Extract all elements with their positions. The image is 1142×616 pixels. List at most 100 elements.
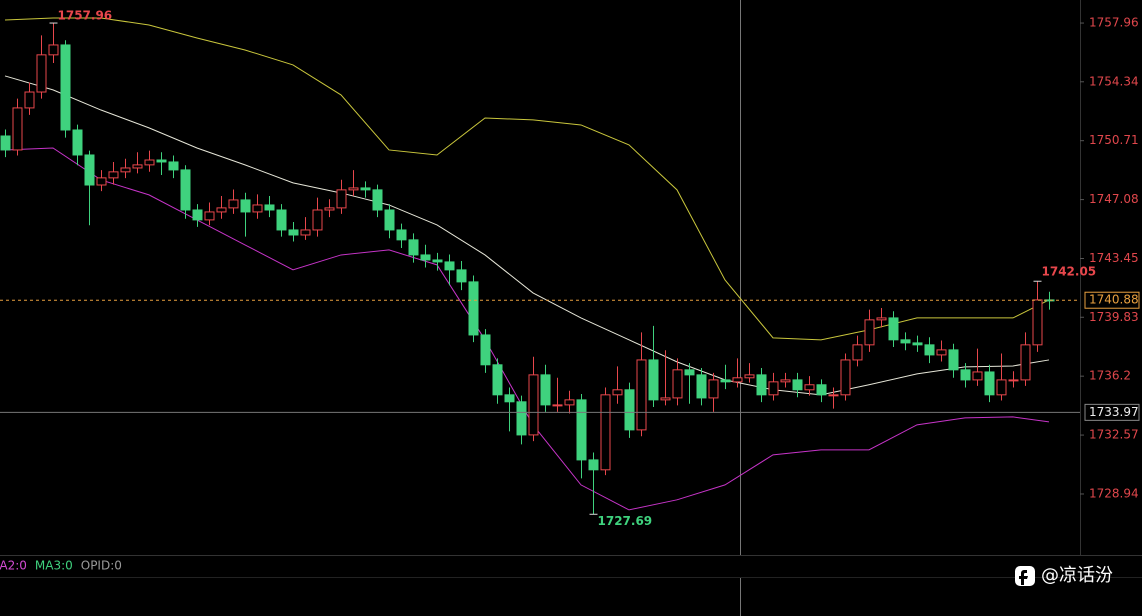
candle-body (60, 44, 71, 131)
y-tick-label: 1757.96 (1089, 16, 1139, 30)
candle-body (204, 211, 215, 221)
candle-body (120, 167, 131, 173)
candle-body (288, 229, 299, 236)
watermark-logo (1019, 570, 1028, 585)
plot-area: 1757.96 1727.69 1742.05 (0, 9, 1097, 528)
candle-body (744, 374, 755, 379)
candle-body (948, 349, 959, 371)
candle-body (660, 397, 671, 401)
candle-body (108, 171, 119, 179)
watermark: @凉话汾 (1015, 565, 1113, 586)
candle-body (1020, 344, 1031, 381)
candle-body (36, 54, 47, 93)
candle-body (564, 399, 575, 406)
candle-body (864, 319, 875, 346)
y-tick-label: 1743.45 (1089, 251, 1139, 265)
candle-body (708, 379, 719, 399)
candle-body (528, 374, 539, 436)
candle-body (240, 199, 251, 213)
watermark-text: @凉话汾 (1041, 565, 1113, 586)
candle-body (492, 364, 503, 396)
candle-body (684, 369, 695, 376)
candle-body (732, 377, 743, 383)
candle-body (600, 394, 611, 471)
candle-body (780, 379, 791, 383)
candle-body (72, 129, 83, 156)
candle-body (432, 259, 443, 263)
candle-body (456, 269, 467, 283)
candle-body (408, 239, 419, 256)
candle-body (552, 404, 563, 407)
candle-body (24, 91, 35, 109)
last-price-box (1084, 291, 1140, 309)
candle-body (612, 389, 623, 396)
y-tick-label: 1739.83 (1089, 310, 1139, 324)
candle-body (996, 379, 1007, 396)
candle-body (444, 261, 455, 271)
candle-body (384, 209, 395, 231)
candle-body (360, 187, 371, 191)
candle-body (756, 374, 767, 396)
y-tick-label: 1754.34 (1089, 74, 1139, 88)
candle-body (480, 334, 491, 366)
candle-body (1008, 379, 1019, 382)
last-price-label: 1740.88 (1089, 293, 1139, 307)
candle-body (156, 159, 167, 163)
candle-body (1032, 299, 1043, 346)
candle-body (888, 317, 899, 341)
candle-body (900, 339, 911, 344)
y-tick-label: 1750.71 (1089, 133, 1139, 147)
candle-body (324, 207, 335, 211)
candle-body (936, 349, 947, 356)
candle-body (396, 229, 407, 241)
candle-body (264, 204, 275, 211)
candle-body (348, 187, 359, 191)
crosshair-label: 1733.97 (1089, 405, 1139, 419)
candle-body (540, 374, 551, 406)
candle-body (804, 384, 815, 391)
indicator-label: MA3:0 (35, 559, 73, 573)
candle-body (336, 189, 347, 209)
candle-body (504, 394, 515, 403)
candle-body (132, 164, 143, 169)
candle-body (816, 384, 827, 396)
candle-body (648, 359, 659, 401)
candle-body (924, 344, 935, 356)
candle-body (468, 281, 479, 336)
candle-body (912, 342, 923, 346)
indicator-legend: MA2:0 MA3:0 OPID:0 (0, 559, 122, 573)
candle-body (48, 44, 59, 56)
candle-body (840, 359, 851, 396)
candle-body (216, 207, 227, 213)
extreme-label: 1757.96 (58, 9, 113, 23)
candle-body (180, 169, 191, 211)
extreme-label: 1742.05 (1042, 265, 1097, 279)
candle-body (588, 459, 599, 471)
candle-body (852, 344, 863, 361)
candle-body (672, 369, 683, 399)
y-tick-label: 1732.57 (1089, 428, 1139, 442)
candle-body (228, 199, 239, 209)
candle-body (372, 189, 383, 211)
candle-body (576, 399, 587, 461)
candle-body (720, 379, 731, 383)
candle-body (300, 229, 311, 236)
candle-body (276, 209, 287, 231)
crosshair-box (1084, 403, 1140, 421)
candle-body (168, 161, 179, 171)
candle-body (636, 359, 647, 431)
band-line (4, 75, 1050, 396)
candle-body (696, 374, 707, 399)
candle-body (144, 159, 155, 166)
candle-body (516, 401, 527, 436)
extreme-label: 1727.69 (598, 514, 653, 528)
y-tick-label: 1736.2 (1089, 369, 1131, 383)
candle-body (12, 107, 23, 151)
candle-body (972, 371, 983, 381)
candle-body (192, 209, 203, 221)
candle-body (624, 389, 635, 431)
candle-body (252, 204, 263, 213)
candle-body (768, 381, 779, 396)
